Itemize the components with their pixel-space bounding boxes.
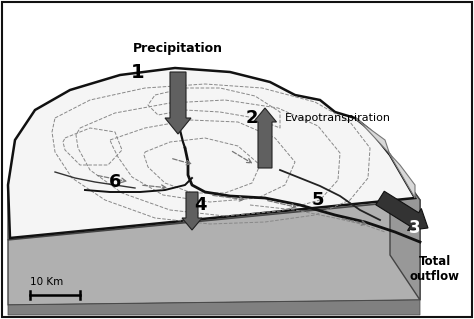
Text: 4: 4: [194, 196, 206, 214]
Text: 5: 5: [312, 191, 324, 209]
Polygon shape: [8, 158, 420, 240]
Text: Precipitation: Precipitation: [133, 42, 223, 55]
Polygon shape: [355, 118, 415, 198]
Text: 3: 3: [409, 219, 421, 237]
Text: 6: 6: [109, 173, 121, 191]
Text: 1: 1: [131, 63, 145, 81]
Polygon shape: [8, 200, 420, 305]
Text: Total
outflow: Total outflow: [410, 255, 460, 283]
Polygon shape: [8, 68, 415, 238]
Polygon shape: [390, 158, 420, 300]
FancyArrow shape: [376, 191, 428, 231]
FancyArrow shape: [254, 108, 276, 168]
FancyArrow shape: [182, 192, 202, 230]
Text: 2: 2: [246, 109, 258, 127]
FancyArrow shape: [165, 72, 191, 134]
Text: 10 Km: 10 Km: [30, 277, 63, 287]
Polygon shape: [8, 300, 420, 315]
Text: Evapotranspiration: Evapotranspiration: [285, 113, 391, 123]
